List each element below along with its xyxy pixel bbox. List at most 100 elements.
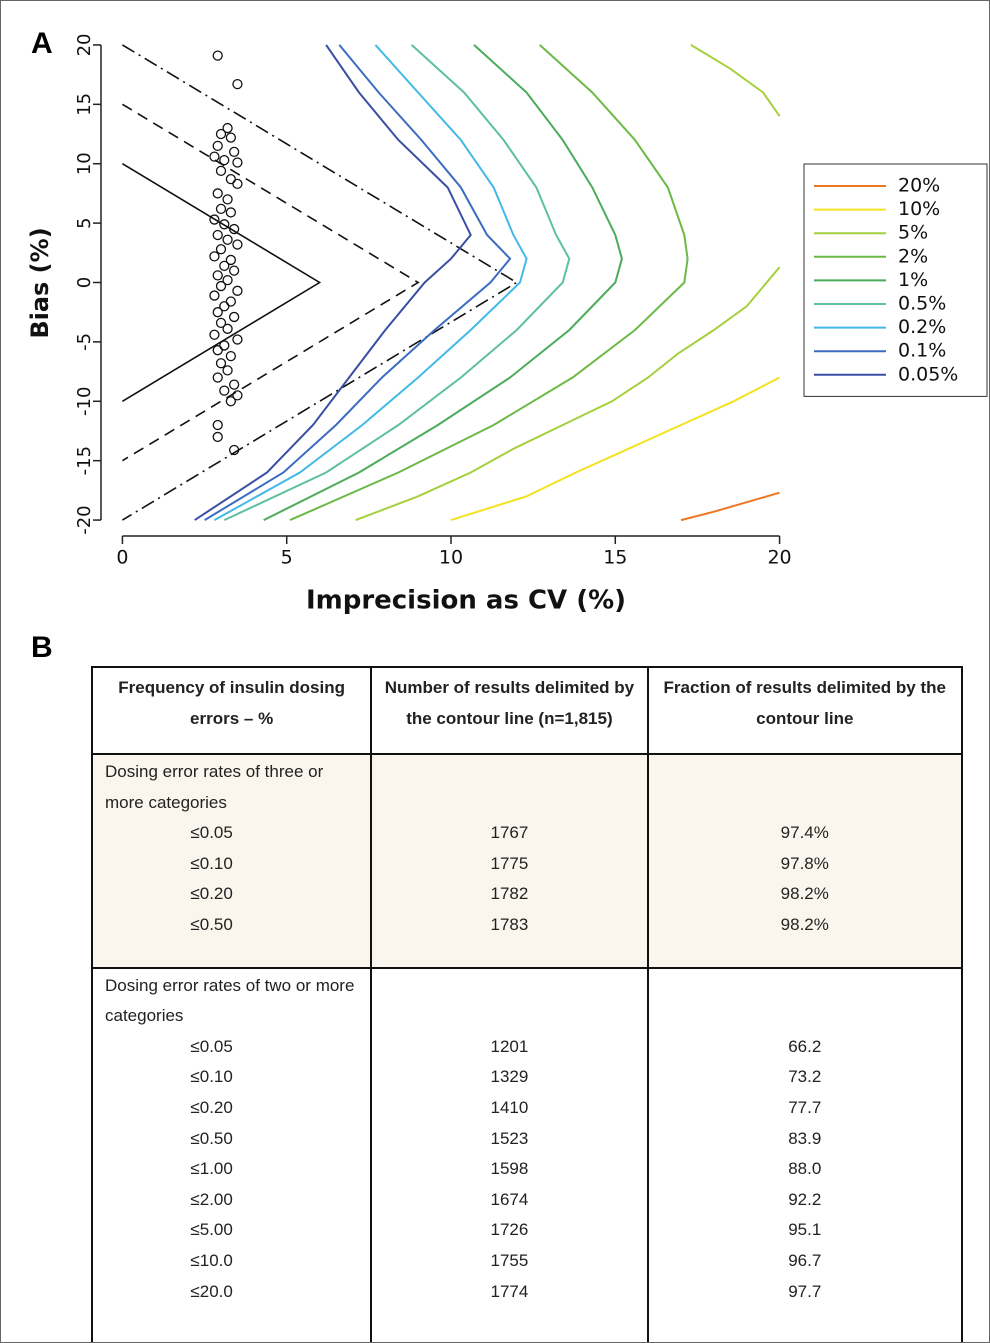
table-cell: 1410 [370,1092,649,1124]
legend-label: 5% [898,222,928,244]
data-point [225,254,237,266]
cell-text: 1523 [490,1128,529,1148]
contour-line [194,44,472,521]
empty-cell [370,967,649,1032]
contour-line [213,44,528,521]
table-row: ≤10.0 1755 96.7 [90,1245,964,1277]
empty-cell [646,967,964,1032]
legend-label: 0.2% [898,316,946,338]
cell-text: 77.7 [788,1097,822,1117]
y-tick-label: 5 [74,217,95,228]
data-point [215,203,227,215]
cell-text: 1410 [490,1097,529,1117]
table-row: ≤0.05 1767 97.4% [90,818,964,849]
y-tick-label: 0 [74,277,95,288]
x-tick-label: 0 [116,547,128,569]
data-point [219,155,230,166]
panel-label: A [31,27,53,60]
data-point [215,165,227,176]
table-cell: 97.7 [646,1276,964,1342]
data-point [212,50,223,61]
table-row: ≤0.10 1329 73.2 [90,1062,964,1093]
table-row: ≤0.10 1775 97.8% [90,848,964,880]
section-title-row: Dosing error rates of two or more catego… [90,967,964,1032]
data-point [225,174,237,185]
table-cell: 1755 [370,1245,649,1277]
cell-text: ≤0.50 [190,1128,233,1148]
table-cell: ≤0.05 [90,818,373,849]
cell-text: 88.0 [788,1159,822,1179]
y-tick-label: 15 [74,93,95,116]
section-title: Dosing error rates of three or more cate… [105,762,324,812]
table-cell: 66.2 [646,1031,964,1063]
data-point [219,301,230,312]
header-cell: Fraction of results delimited by the con… [646,666,964,755]
data-point [212,188,223,199]
cell-text: ≤0.10 [190,1067,233,1087]
table-cell: ≤0.05 [90,1031,373,1063]
data-point [212,431,223,443]
cell-text: 83.9 [788,1128,822,1148]
data-point [232,285,243,296]
y-tick-label: 10 [74,152,95,175]
cell-text: ≤0.10 [190,853,233,873]
cell-text: ≤0.20 [190,884,233,904]
contour-line [204,44,512,521]
table-cell: 95.1 [646,1215,964,1246]
cell-text: ≤1.00 [190,1159,233,1179]
cell-text: 98.2% [780,914,829,934]
section-title-cell: Dosing error rates of three or more cate… [90,754,373,819]
data-point [228,444,240,456]
cell-text: 1783 [490,914,529,934]
legend-label: 0.5% [898,293,946,315]
cell-text: 73.2 [788,1067,822,1087]
data-point [225,396,237,407]
table-cell: 1767 [370,818,649,849]
cell-text: 96.7 [788,1250,822,1270]
table-row: ≤20.0 1774 97.7 [90,1276,964,1342]
data-point [212,372,223,383]
data-point [232,78,243,90]
x-tick-label: 15 [603,547,627,569]
table-cell: ≤0.10 [90,1062,373,1093]
cell-text: ≤0.05 [190,1036,233,1056]
data-point [228,265,240,276]
header-cell: Frequency of insulin dosing errors – % [90,666,373,755]
x-tick-label: 5 [281,547,293,569]
data-point [232,178,243,190]
table-row: ≤0.05 1201 66.2 [90,1031,964,1063]
table-cell: ≤0.20 [90,1092,373,1124]
table-cell: 1523 [370,1123,649,1155]
data-point [232,157,243,168]
contour-line [223,44,571,522]
y-tick-label: -5 [74,333,95,351]
cell-text: ≤0.50 [190,914,233,934]
table-cell: 98.2% [646,909,964,969]
cell-text: 66.2 [788,1036,822,1056]
cell-text: 1782 [490,884,529,904]
data-point [219,340,230,351]
table-cell: ≤0.10 [90,848,373,880]
table-cell: ≤0.50 [90,909,373,969]
data-point [232,334,243,345]
cell-text: 1775 [490,853,529,873]
data-point [232,239,243,250]
data-point [209,151,220,162]
data-point [215,128,227,140]
data-point [215,280,227,292]
y-tick-label: -15 [74,446,95,475]
chart: Bias (%) Imprecision as CV (%) -20 -15 -10… [26,33,988,616]
x-axis-title: Imprecision as CV (%) [306,586,626,616]
cell-text: 97.7 [788,1281,822,1301]
data-point [209,214,220,225]
cell-text: 1201 [490,1036,529,1056]
data-point [228,223,240,235]
table-cell: 97.4% [646,818,964,849]
header-cell: Number of results delimited by the conto… [370,666,649,755]
table-cell: ≤0.20 [90,879,373,910]
cell-text: 1755 [490,1250,529,1270]
reference-line [121,163,322,402]
cell-text: 95.1 [788,1220,822,1240]
table-cell: 98.2% [646,879,964,910]
